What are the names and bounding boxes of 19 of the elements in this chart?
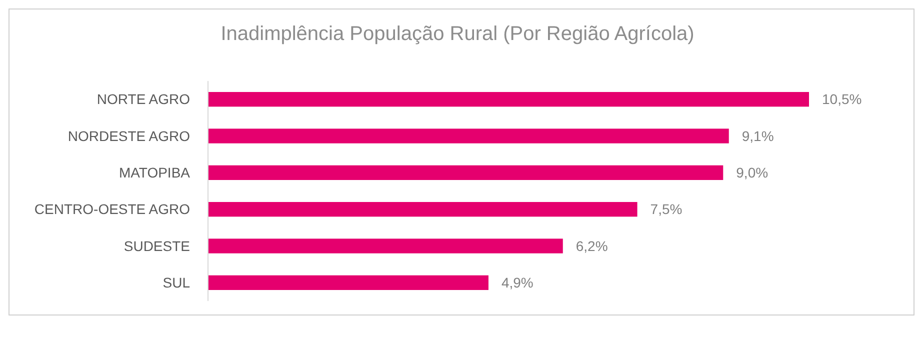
bar bbox=[208, 165, 724, 180]
data-label: 6,2% bbox=[576, 238, 608, 254]
y-tick-label: SUDESTE bbox=[124, 238, 190, 254]
data-label: 9,1% bbox=[742, 128, 774, 144]
bar bbox=[208, 238, 563, 254]
data-label: 4,9% bbox=[501, 274, 534, 291]
data-label: 7,5% bbox=[650, 201, 682, 218]
y-tick-label: MATOPIBA bbox=[118, 164, 191, 181]
y-tick-label: CENTRO-OESTE AGRO bbox=[34, 201, 190, 218]
bar bbox=[208, 128, 729, 144]
bar bbox=[208, 275, 488, 290]
y-tick-label: NORDESTE AGRO bbox=[68, 128, 190, 144]
y-tick-label: NORTE AGRO bbox=[96, 91, 190, 108]
data-label: 10,5% bbox=[822, 91, 862, 108]
data-label: 9,0% bbox=[736, 164, 768, 181]
bar bbox=[208, 202, 638, 217]
chart-title: Inadimplência População Rural (Por Região Agrícola) bbox=[220, 23, 694, 45]
y-tick-label: SUL bbox=[162, 274, 190, 291]
bar bbox=[208, 92, 809, 107]
